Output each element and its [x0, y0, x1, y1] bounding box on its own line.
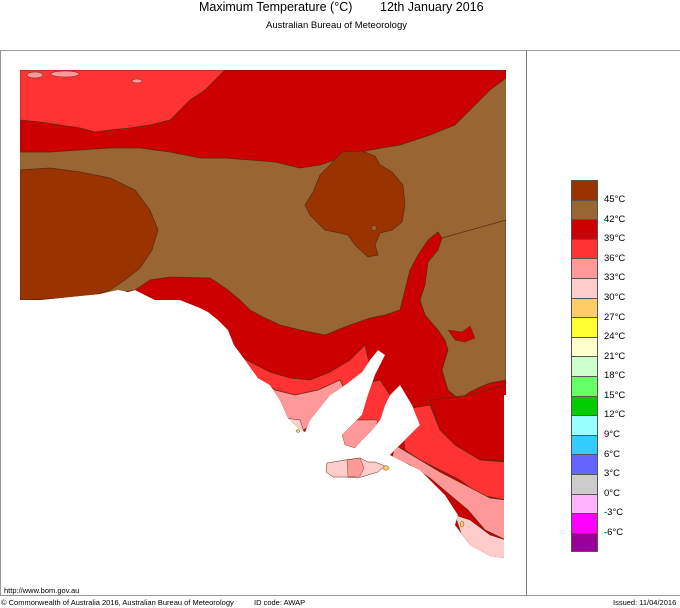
- legend-label: 15°C: [604, 390, 626, 401]
- legend-label: 9°C: [604, 429, 620, 440]
- frame-left-border: [0, 50, 1, 596]
- legend-box: [571, 395, 598, 416]
- legend-box: [571, 434, 598, 455]
- legend-box: [571, 180, 598, 200]
- legend-box: [571, 199, 598, 220]
- legend-label: 27°C: [604, 312, 626, 323]
- legend-label: 21°C: [604, 351, 626, 362]
- legend-box: [571, 454, 598, 474]
- copyright-notice: © Commonwealth of Australia 2016, Austra…: [1, 598, 234, 607]
- legend-label: 39°C: [604, 233, 626, 244]
- legend-box: [571, 277, 598, 298]
- legend-label: 45°C: [604, 194, 626, 205]
- legend-box: [571, 356, 598, 376]
- id-code: ID code: AWAP: [254, 598, 306, 607]
- title-date: 12th January 2016: [380, 0, 484, 14]
- legend-label: 42°C: [604, 214, 626, 225]
- legend-label: -3°C: [604, 507, 624, 518]
- legend-box: [571, 532, 598, 553]
- subtitle: Australian Bureau of Meteorology: [266, 20, 407, 31]
- legend-label: -6°C: [604, 527, 624, 538]
- chart-title: Maximum Temperature (°C) 12th January 20…: [0, 0, 680, 16]
- legend-box: [571, 375, 598, 396]
- legend-label: 0°C: [604, 488, 620, 499]
- legend-box: [571, 493, 598, 514]
- title-variable: Maximum Temperature (°C): [199, 0, 353, 14]
- legend-label: 3°C: [604, 468, 620, 479]
- legend-box: [571, 415, 598, 435]
- legend-label: 12°C: [604, 409, 626, 420]
- legend-label: 24°C: [604, 331, 626, 342]
- legend-box: [571, 258, 598, 278]
- legend-box: [571, 336, 598, 357]
- legend-box: [571, 238, 598, 259]
- legend-label: 36°C: [604, 253, 626, 264]
- legend-box: [571, 473, 598, 494]
- legend-divider: [526, 50, 527, 596]
- website-link[interactable]: http://www.bom.gov.au: [4, 586, 80, 595]
- legend-colorbar: [571, 180, 599, 553]
- legend-label: 33°C: [604, 272, 626, 283]
- issued-date: Issued: 11/04/2016: [613, 598, 677, 607]
- legend-box: [571, 513, 598, 533]
- map-land: [20, 70, 506, 558]
- legend-box: [571, 219, 598, 239]
- legend-label: 18°C: [604, 370, 626, 381]
- legend-box: [571, 297, 598, 318]
- plot-frame: [0, 50, 680, 596]
- kangaroo-island: [325, 457, 390, 479]
- legend-label: 6°C: [604, 449, 620, 460]
- legend-box: [571, 317, 598, 337]
- legend-label: 30°C: [604, 292, 626, 303]
